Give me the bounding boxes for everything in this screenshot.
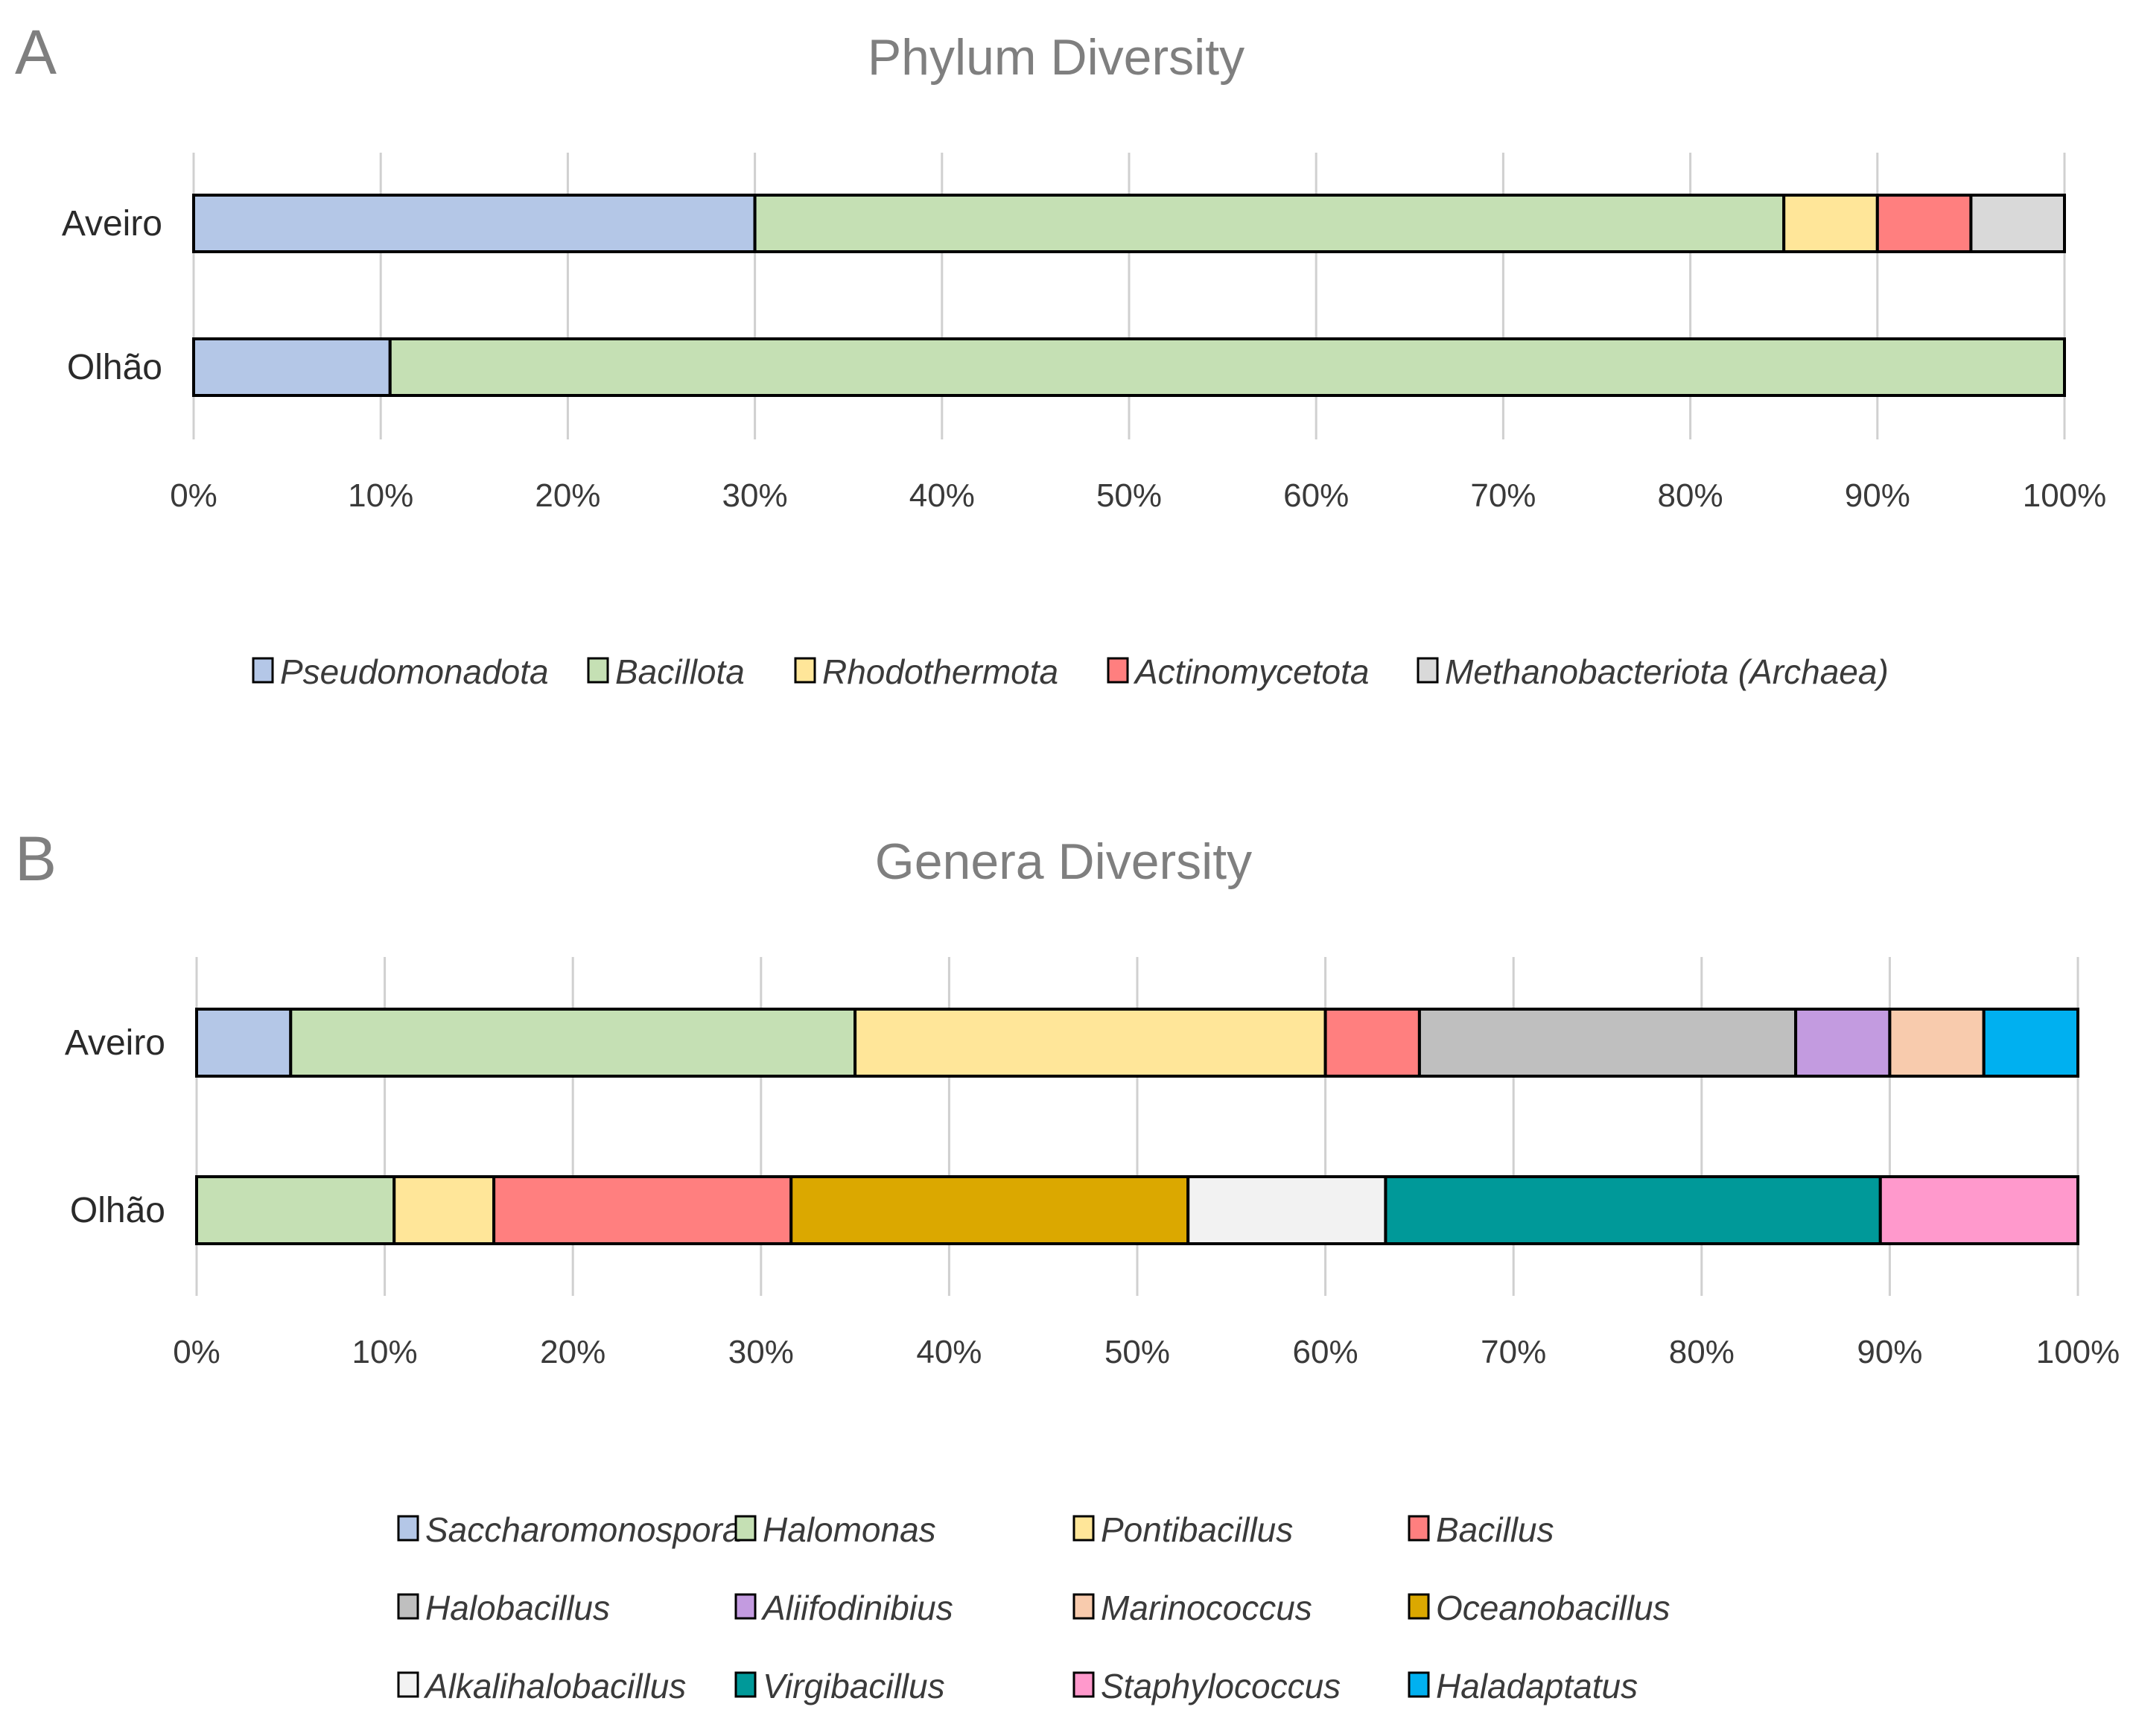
chart1-legend-swatch-virgibacillus: [734, 1671, 757, 1698]
chart0-legend-label-methanobacteriota-archaea: Methanobacteriota (Archaea): [1445, 652, 1889, 691]
panel-label-a: A: [15, 17, 57, 87]
chart1-category-label-olh-o: Olhão: [70, 1191, 165, 1230]
chart1-legend-swatch-aliifodinibius: [734, 1593, 757, 1620]
chart0-x-tick-label-0: 0%: [170, 477, 217, 514]
chart0-legend-label-rhodothermota: Rhodothermota: [822, 652, 1058, 691]
chart0-x-tick-label-10: 100%: [2023, 477, 2107, 514]
chart1-bar-olh-o-virgibacillus: [1384, 1175, 1882, 1245]
chart1-x-tick-label-5: 50%: [1104, 1334, 1170, 1370]
chart1-legend-label-virgibacillus: Virgibacillus: [763, 1667, 945, 1705]
chart1-bar-olh-o-oceanobacillus: [789, 1175, 1190, 1245]
chart1-chart-title: Genera Diversity: [875, 833, 1252, 890]
chart0-x-tick-label-6: 60%: [1283, 477, 1349, 514]
chart1-legend-swatch-haladaptatus: [1408, 1671, 1430, 1698]
chart0-x-tick-label-4: 40%: [909, 477, 975, 514]
chart1-legend-label-bacillus: Bacillus: [1436, 1510, 1554, 1549]
chart0-bar-aveiro-pseudomonadota: [192, 194, 757, 253]
chart0-x-tick-label-5: 50%: [1096, 477, 1162, 514]
chart1-legend-swatch-bacillus: [1408, 1515, 1430, 1542]
chart1-bar-olh-o-staphylococcus: [1878, 1175, 2080, 1245]
chart1-legend-label-haladaptatus: Haladaptatus: [1436, 1667, 1638, 1705]
chart0-x-tick-label-9: 90%: [1845, 477, 1910, 514]
chart1-legend-label-aliifodinibius: Aliifodinibius: [760, 1589, 953, 1627]
chart1-bar-aveiro-aliifodinibius: [1794, 1008, 1892, 1078]
chart1-legend-swatch-saccharomonospora: [397, 1515, 419, 1542]
chart1-bar-aveiro-halomonas: [289, 1008, 857, 1078]
chart1-bar-aveiro-haladaptatus: [1982, 1008, 2079, 1078]
chart1-legend-label-oceanobacillus: Oceanobacillus: [1436, 1589, 1671, 1627]
chart0-bar-olh-o-bacillota: [388, 337, 2066, 397]
chart0-legend-label-actinomycetota: Actinomycetota: [1133, 652, 1369, 691]
chart1-bar-aveiro-marinococcus: [1888, 1008, 1986, 1078]
chart1-x-tick-label-9: 90%: [1857, 1334, 1922, 1370]
chart1-legend-label-saccharomonospora: Saccharomonospora: [425, 1510, 741, 1549]
chart0-chart-title: Phylum Diversity: [868, 29, 1244, 86]
chart0-legend-swatch-rhodothermota: [794, 657, 816, 684]
chart0-bar-aveiro-methanobacteriota-archaea: [1969, 194, 2066, 253]
chart1-x-tick-label-4: 40%: [916, 1334, 982, 1370]
chart0-legend-label-pseudomonadota: Pseudomonadota: [280, 652, 549, 691]
chart1-x-tick-label-2: 20%: [540, 1334, 605, 1370]
chart1-legend-swatch-pontibacillus: [1072, 1515, 1095, 1542]
chart1-x-tick-label-3: 30%: [728, 1334, 794, 1370]
chart1-x-tick-label-10: 100%: [2036, 1334, 2120, 1370]
chart1-legend-label-halomonas: Halomonas: [763, 1510, 936, 1549]
chart1-legend-swatch-marinococcus: [1072, 1593, 1095, 1620]
chart1-x-tick-label-0: 0%: [173, 1334, 220, 1370]
chart0-x-tick-label-7: 70%: [1470, 477, 1536, 514]
chart1-bar-olh-o-halomonas: [195, 1175, 396, 1245]
chart0-bar-aveiro-rhodothermota: [1782, 194, 1879, 253]
chart1-bar-aveiro-halobacillus: [1417, 1008, 1798, 1078]
chart0-x-tick-label-2: 20%: [535, 477, 600, 514]
chart1-bar-aveiro-bacillus: [1323, 1008, 1421, 1078]
chart1-bar-olh-o-bacillus: [492, 1175, 793, 1245]
chart1-x-tick-label-7: 70%: [1481, 1334, 1546, 1370]
chart1-bar-aveiro-saccharomonospora: [195, 1008, 293, 1078]
chart0-x-tick-label-1: 10%: [348, 477, 413, 514]
chart0-legend-swatch-methanobacteriota-archaea: [1417, 657, 1439, 684]
chart0-category-label-olh-o: Olhão: [67, 348, 162, 387]
chart0-bar-aveiro-actinomycetota: [1875, 194, 1973, 253]
chart1-legend-swatch-staphylococcus: [1072, 1671, 1095, 1698]
chart1-legend-swatch-oceanobacillus: [1408, 1593, 1430, 1620]
chart0-legend-label-bacillota: Bacillota: [615, 652, 745, 691]
chart1-bar-aveiro-pontibacillus: [853, 1008, 1327, 1078]
chart0-legend-swatch-actinomycetota: [1107, 657, 1129, 684]
chart0-bar-olh-o-pseudomonadota: [192, 337, 392, 397]
chart0-x-tick-label-3: 30%: [722, 477, 788, 514]
chart1-x-tick-label-6: 60%: [1293, 1334, 1358, 1370]
chart0-legend-swatch-pseudomonadota: [252, 657, 274, 684]
chart1-legend-label-marinococcus: Marinococcus: [1101, 1589, 1312, 1627]
chart1-legend-label-halobacillus: Halobacillus: [425, 1589, 610, 1627]
panel-label-b: B: [15, 824, 57, 894]
chart0-x-tick-label-8: 80%: [1658, 477, 1723, 514]
chart1-bar-olh-o-alkalihalobacillus: [1186, 1175, 1387, 1245]
chart1-legend-label-staphylococcus: Staphylococcus: [1101, 1667, 1341, 1705]
chart0-category-label-aveiro: Aveiro: [62, 204, 162, 244]
chart1-legend-label-pontibacillus: Pontibacillus: [1101, 1510, 1293, 1549]
chart1-category-label-aveiro: Aveiro: [65, 1023, 165, 1063]
chart1-x-tick-label-8: 80%: [1669, 1334, 1735, 1370]
chart1-bar-olh-o-pontibacillus: [392, 1175, 496, 1245]
chart1-legend-swatch-alkalihalobacillus: [397, 1671, 419, 1698]
chart1-x-tick-label-1: 10%: [352, 1334, 418, 1370]
chart1-legend-swatch-halobacillus: [397, 1593, 419, 1620]
chart1-legend-label-alkalihalobacillus: Alkalihalobacillus: [423, 1667, 686, 1705]
chart0-legend-swatch-bacillota: [587, 657, 609, 684]
chart0-bar-aveiro-bacillota: [753, 194, 1786, 253]
chart1-legend-swatch-halomonas: [734, 1515, 757, 1542]
